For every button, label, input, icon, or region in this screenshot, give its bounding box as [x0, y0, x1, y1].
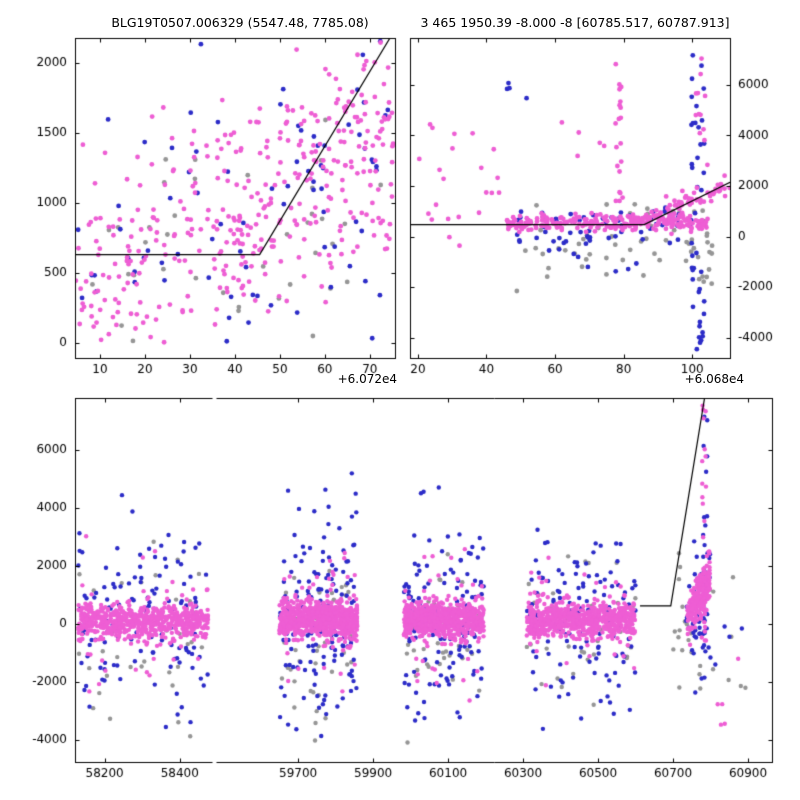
x-axis-offset-label-left: +6.072e4 [337, 372, 397, 386]
top-left-plot-title: BLG19T0507.006329 (5547.48, 7785.08) [111, 15, 369, 30]
x-axis-offset-label-right: +6.068e4 [684, 372, 744, 386]
top-right-plot-title: 3 465 1950.39 -8.000 -8 [60785.517, 6078… [420, 15, 730, 30]
